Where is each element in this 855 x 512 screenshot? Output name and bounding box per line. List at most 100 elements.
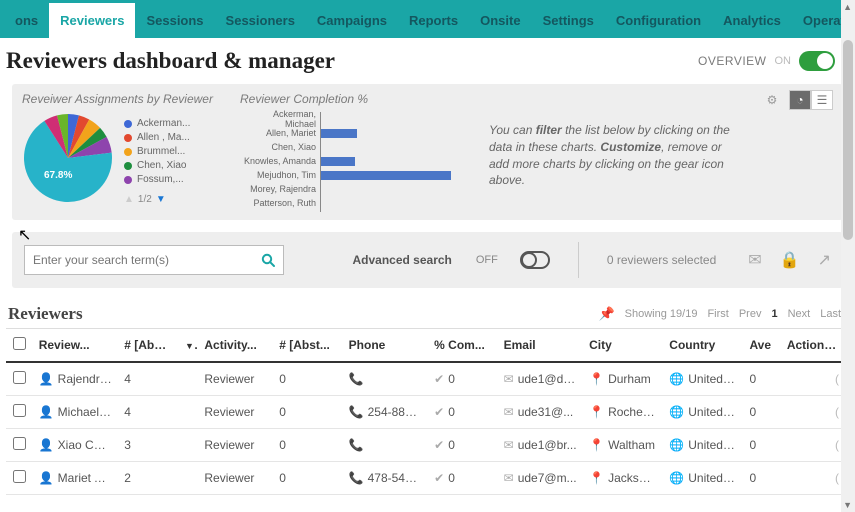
bar-label: Mejudhon, Tim — [240, 168, 320, 182]
overview-switch[interactable] — [799, 51, 835, 71]
bar[interactable] — [321, 157, 355, 166]
column-header[interactable]: Phone — [343, 329, 429, 363]
legend-item[interactable]: Ackerman... — [124, 118, 190, 129]
search-box — [24, 245, 284, 275]
table-row[interactable]: 👤Rajendra ...4Reviewer0📞✔0✉ude1@du...📍Du… — [6, 362, 845, 396]
page-last[interactable]: Last — [820, 308, 841, 320]
marker-icon: 📍 — [589, 471, 604, 485]
column-header[interactable]: % Com... — [428, 329, 497, 363]
scroll-up-icon[interactable]: ▲ — [843, 2, 852, 12]
chart-view-list-icon[interactable]: ☰ — [811, 90, 833, 110]
check-icon: ✔ — [434, 372, 444, 386]
charts-panel-controls: ⚙ ◔ ☰ — [761, 90, 833, 110]
search-input[interactable] — [25, 246, 253, 274]
person-icon: 👤 — [39, 405, 54, 419]
row-checkbox[interactable] — [13, 404, 26, 417]
nav-tab-reports[interactable]: Reports — [398, 3, 469, 38]
nav-tab-onsite[interactable]: Onsite — [469, 3, 531, 38]
legend-pager[interactable]: ▲ 1/2 ▼ — [124, 194, 190, 205]
column-header[interactable]: Email — [498, 329, 584, 363]
person-icon: 👤 — [39, 438, 54, 452]
row-checkbox[interactable] — [13, 371, 26, 384]
phone-icon: 📞 — [349, 405, 364, 419]
nav-tab-reviewers[interactable]: Reviewers — [49, 3, 135, 38]
bar-label: Chen, Xiao — [240, 140, 320, 154]
nav-tab-campaigns[interactable]: Campaigns — [306, 3, 398, 38]
nav-tab-sessioners[interactable]: Sessioners — [215, 3, 306, 38]
column-header[interactable] — [6, 329, 33, 363]
phone-icon: 📞 — [349, 471, 364, 485]
marker-icon: 📍 — [589, 405, 604, 419]
charts-panel: ⚙ ◔ ☰ Reveiwer Assignments by Reviewer 6… — [12, 84, 843, 220]
bar-chart-title: Reviewer Completion % — [240, 92, 451, 106]
lock-icon[interactable]: 🔒 — [780, 250, 800, 270]
gear-icon[interactable]: ⚙ — [761, 90, 783, 110]
row-checkbox[interactable] — [13, 470, 26, 483]
nav-tab-settings[interactable]: Settings — [532, 3, 605, 38]
reviewers-table: Review...# [Abst...▼Activity...# [Abst..… — [6, 328, 845, 495]
marker-icon: 📍 — [589, 372, 604, 386]
check-icon: ✔ — [434, 438, 444, 452]
table-row[interactable]: 👤Mariet All...2Reviewer0📞478-541-3...✔0✉… — [6, 462, 845, 495]
globe-icon: 🌐 — [669, 471, 684, 485]
nav-tab-ons[interactable]: ons — [4, 3, 49, 38]
page-prev[interactable]: Prev — [739, 308, 762, 320]
top-nav: onsReviewersSessionsSessionersCampaignsR… — [0, 0, 855, 38]
page-next[interactable]: Next — [788, 308, 811, 320]
scrollbar[interactable]: ▲ ▼ — [841, 0, 855, 512]
external-link-icon[interactable]: ↗ — [818, 250, 831, 270]
advanced-search-toggle[interactable] — [520, 251, 550, 269]
table-wrap: Review...# [Abst...▼Activity...# [Abst..… — [0, 328, 855, 495]
nav-tab-sessions[interactable]: Sessions — [135, 3, 214, 38]
column-header[interactable]: Activity... — [198, 329, 273, 363]
column-header[interactable]: Actions ⚙ — [781, 329, 845, 363]
legend-item[interactable]: Fossum,... — [124, 174, 190, 185]
pie-chart-section: Reveiwer Assignments by Reviewer 67.8% A… — [22, 92, 222, 205]
search-icon[interactable] — [253, 246, 283, 274]
column-header[interactable]: Review... — [33, 329, 119, 363]
legend-item[interactable]: Allen , Ma... — [124, 132, 190, 143]
person-icon: 👤 — [39, 372, 54, 386]
mail-icon[interactable]: ✉ — [748, 250, 761, 270]
legend-item[interactable]: Brummel... — [124, 146, 190, 157]
bar-label: Allen, Mariet — [240, 126, 320, 140]
advanced-search-off-label: OFF — [476, 254, 498, 266]
page-current: 1 — [771, 308, 777, 320]
table-pagination: 📌 Showing 19/19 First Prev 1 Next Last — [598, 306, 841, 322]
row-checkbox[interactable] — [13, 437, 26, 450]
bar[interactable] — [321, 171, 451, 180]
column-header[interactable]: City — [583, 329, 663, 363]
legend-item[interactable]: Chen, Xiao — [124, 160, 190, 171]
pin-icon[interactable]: 📌 — [598, 306, 614, 322]
table-row[interactable]: 👤Xiao Chen3Reviewer0📞✔0✉ude1@br...📍Walth… — [6, 429, 845, 462]
chart-view-pie-icon[interactable]: ◔ — [789, 90, 811, 110]
phone-icon: 📞 — [349, 372, 364, 386]
search-panel: Advanced search OFF 0 reviewers selected… — [12, 232, 843, 288]
nav-tab-analytics[interactable]: Analytics — [712, 3, 792, 38]
column-header[interactable]: # [Abst... — [118, 329, 177, 363]
person-icon: 👤 — [39, 471, 54, 485]
page-first[interactable]: First — [707, 308, 728, 320]
bar[interactable] — [321, 129, 357, 138]
bar-label: Morey, Rajendra — [240, 182, 320, 196]
column-header[interactable]: Ave — [743, 329, 780, 363]
nav-tab-configuration[interactable]: Configuration — [605, 3, 712, 38]
overview-on-label: ON — [775, 55, 792, 67]
advanced-search-label: Advanced search — [352, 253, 451, 267]
phone-icon: 📞 — [349, 438, 364, 452]
column-header[interactable]: Country — [663, 329, 743, 363]
header-bar: Reviewers dashboard & manager OVERVIEW O… — [0, 38, 855, 84]
pie-legend: Ackerman... Allen , Ma... Brummel... Chen, … — [124, 118, 190, 205]
scroll-down-icon[interactable]: ▼ — [843, 500, 852, 510]
bar-label: Knowles, Amanda — [240, 154, 320, 168]
table-row[interactable]: 👤Michael A...4Reviewer0📞254-887-1...✔0✉u… — [6, 396, 845, 429]
scroll-thumb[interactable] — [843, 40, 853, 240]
column-header[interactable]: ▼ — [177, 329, 198, 363]
globe-icon: 🌐 — [669, 438, 684, 452]
column-header[interactable]: # [Abst... — [273, 329, 342, 363]
pie-chart[interactable]: 67.8% — [22, 112, 114, 204]
page-title: Reviewers dashboard & manager — [6, 48, 335, 74]
pie-center-label: 67.8% — [44, 170, 72, 181]
check-icon: ✔ — [434, 471, 444, 485]
table-header-bar: Reviewers 📌 Showing 19/19 First Prev 1 N… — [0, 296, 855, 328]
